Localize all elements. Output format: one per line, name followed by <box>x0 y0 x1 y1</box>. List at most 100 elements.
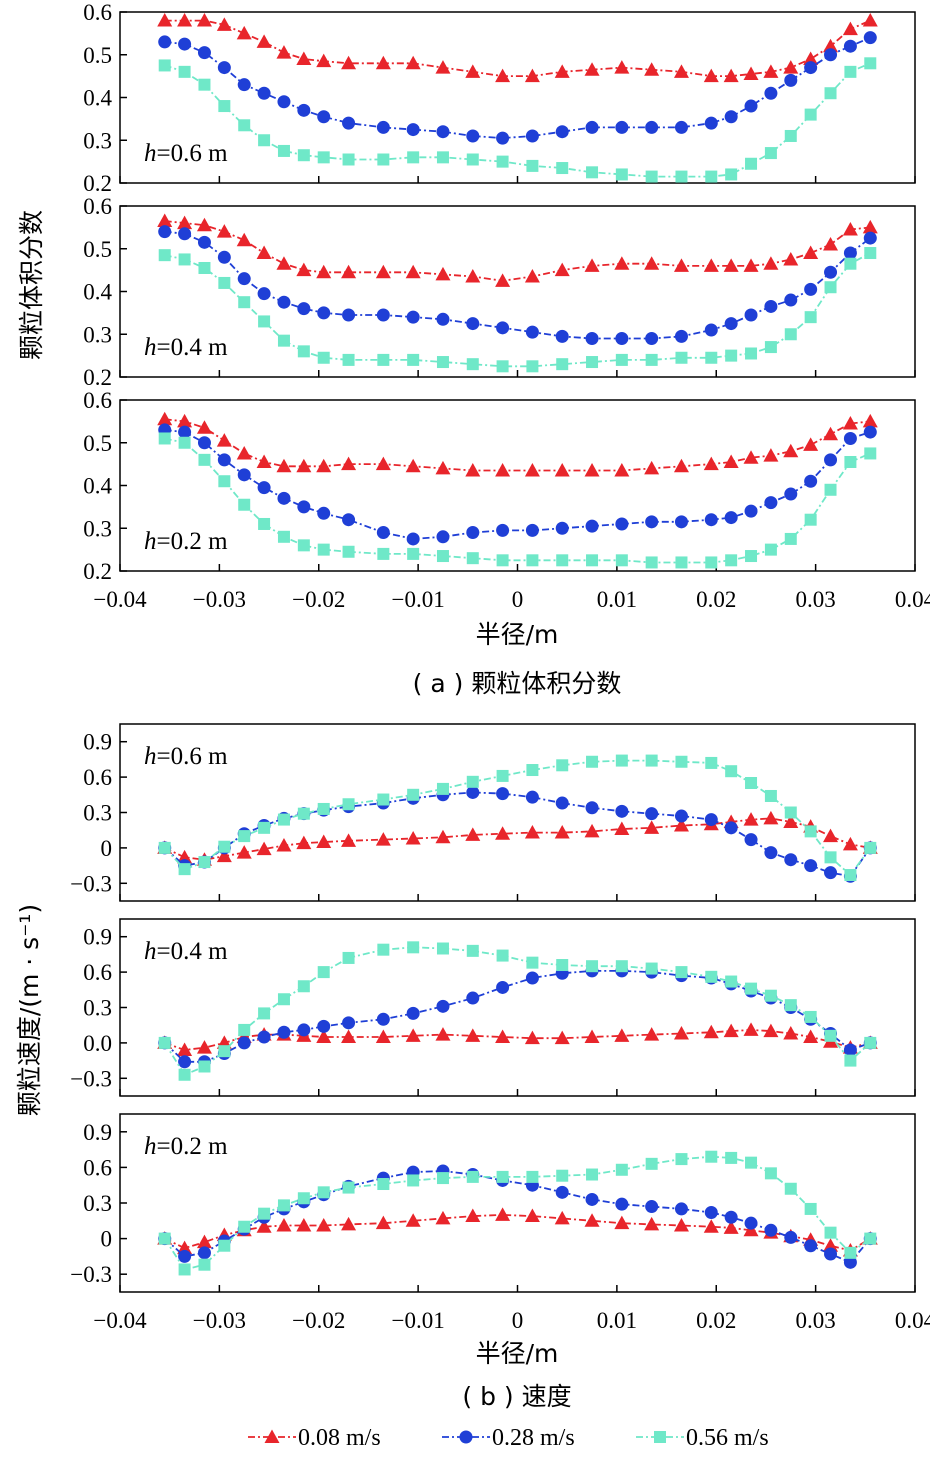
data-point <box>704 116 718 130</box>
data-point <box>784 999 797 1012</box>
data-point <box>466 552 479 565</box>
data-point <box>407 151 420 164</box>
y-tick-label: 0.3 <box>83 801 112 826</box>
data-point <box>745 347 758 360</box>
legend-item-2: 0.56 m/s <box>636 1425 769 1451</box>
data-point <box>586 166 599 179</box>
data-point <box>784 129 797 142</box>
series-s008 <box>157 13 878 83</box>
x-tick-label: 0.02 <box>696 1308 736 1333</box>
data-point <box>276 458 292 473</box>
data-point <box>218 840 231 853</box>
data-point <box>496 554 509 567</box>
data-point <box>745 777 758 789</box>
data-point <box>764 1167 777 1180</box>
data-point <box>297 149 310 162</box>
data-point <box>197 46 211 60</box>
data-point <box>178 37 192 51</box>
data-point <box>844 1246 857 1259</box>
data-point <box>236 845 252 859</box>
data-point <box>703 68 719 83</box>
panel-height-label: h=0.6 m <box>144 140 228 167</box>
data-point <box>645 353 658 366</box>
data-point <box>495 273 511 287</box>
data-point <box>258 1207 271 1220</box>
data-point <box>783 60 799 74</box>
series-line <box>164 220 871 282</box>
data-point <box>196 1040 212 1054</box>
y-tick-label: 0.4 <box>83 474 112 499</box>
data-point <box>197 436 211 450</box>
chart-panels: 0.2 0.3 0.4 0.5 0.6 h=0.6 m 0.2 0.3 0.4 0.5 0.6 h=0… <box>70 0 930 1333</box>
y-tick-label: 0.9 <box>83 925 112 950</box>
data-point <box>405 55 421 70</box>
x-tick-label: 0.04 <box>895 587 930 612</box>
data-point <box>341 833 357 847</box>
data-point <box>844 65 857 78</box>
data-point <box>177 215 193 230</box>
data-point <box>803 51 819 66</box>
y-tick-label: −0.3 <box>70 1262 112 1287</box>
data-point <box>376 120 390 134</box>
data-point <box>804 513 817 526</box>
panel-4: −0.3 0.0 0.3 0.6 0.9 h=0.4 m <box>70 918 916 1097</box>
y-tick-label: −0.3 <box>70 871 112 896</box>
data-point <box>675 170 688 183</box>
panel-2: 0.2 0.3 0.4 0.5 0.6 −0.04 −0.03 −0.02 −0.01 0 0.01… <box>83 388 930 612</box>
y-tick-label: 0.3 <box>83 996 112 1021</box>
figure-a-ylabel: 颗粒体积分数 <box>17 210 46 360</box>
data-point <box>198 78 211 91</box>
data-point <box>216 17 232 31</box>
data-point <box>256 34 272 48</box>
data-point <box>257 481 271 495</box>
data-point <box>645 1200 659 1214</box>
data-point <box>178 65 191 78</box>
data-point <box>784 806 797 819</box>
data-point <box>406 310 420 324</box>
data-point <box>723 1220 739 1234</box>
data-point <box>342 353 355 366</box>
data-point <box>744 1216 758 1230</box>
data-point <box>784 532 797 545</box>
data-point <box>217 61 231 75</box>
data-point <box>341 264 357 279</box>
series-line <box>164 437 871 564</box>
data-point <box>258 315 271 328</box>
x-tick-label: 0.04 <box>895 1308 930 1333</box>
data-point <box>342 545 355 558</box>
data-point <box>216 224 232 238</box>
data-point <box>496 523 510 537</box>
data-point <box>466 1170 479 1183</box>
data-point <box>297 1192 310 1205</box>
data-point <box>804 1239 818 1253</box>
data-point <box>525 971 539 985</box>
x-tick-label: 0.01 <box>597 1308 637 1333</box>
data-point <box>823 1238 839 1252</box>
data-point <box>863 231 877 245</box>
data-point <box>644 460 660 475</box>
data-point <box>524 68 540 83</box>
data-point <box>615 1197 629 1211</box>
data-point <box>842 222 858 236</box>
data-point <box>465 1028 481 1042</box>
data-point <box>823 38 839 53</box>
panel-1: 0.2 0.3 0.4 0.5 0.6 h=0.4 m <box>83 194 916 390</box>
data-point <box>723 1023 739 1038</box>
data-point <box>405 1028 421 1042</box>
data-point <box>465 1208 481 1223</box>
data-point <box>674 120 688 134</box>
panel-height-label: h=0.2 m <box>144 1133 228 1160</box>
data-point <box>784 853 798 867</box>
data-point <box>585 801 599 815</box>
data-point <box>256 1219 272 1233</box>
data-point <box>862 13 878 27</box>
data-point <box>178 227 192 241</box>
data-point <box>615 754 628 767</box>
series-s028 <box>158 31 877 145</box>
data-point <box>466 129 480 143</box>
data-point <box>496 321 510 335</box>
legend-symbol <box>459 1430 473 1444</box>
data-point <box>586 960 599 973</box>
data-point <box>862 219 878 234</box>
data-point <box>297 980 310 993</box>
